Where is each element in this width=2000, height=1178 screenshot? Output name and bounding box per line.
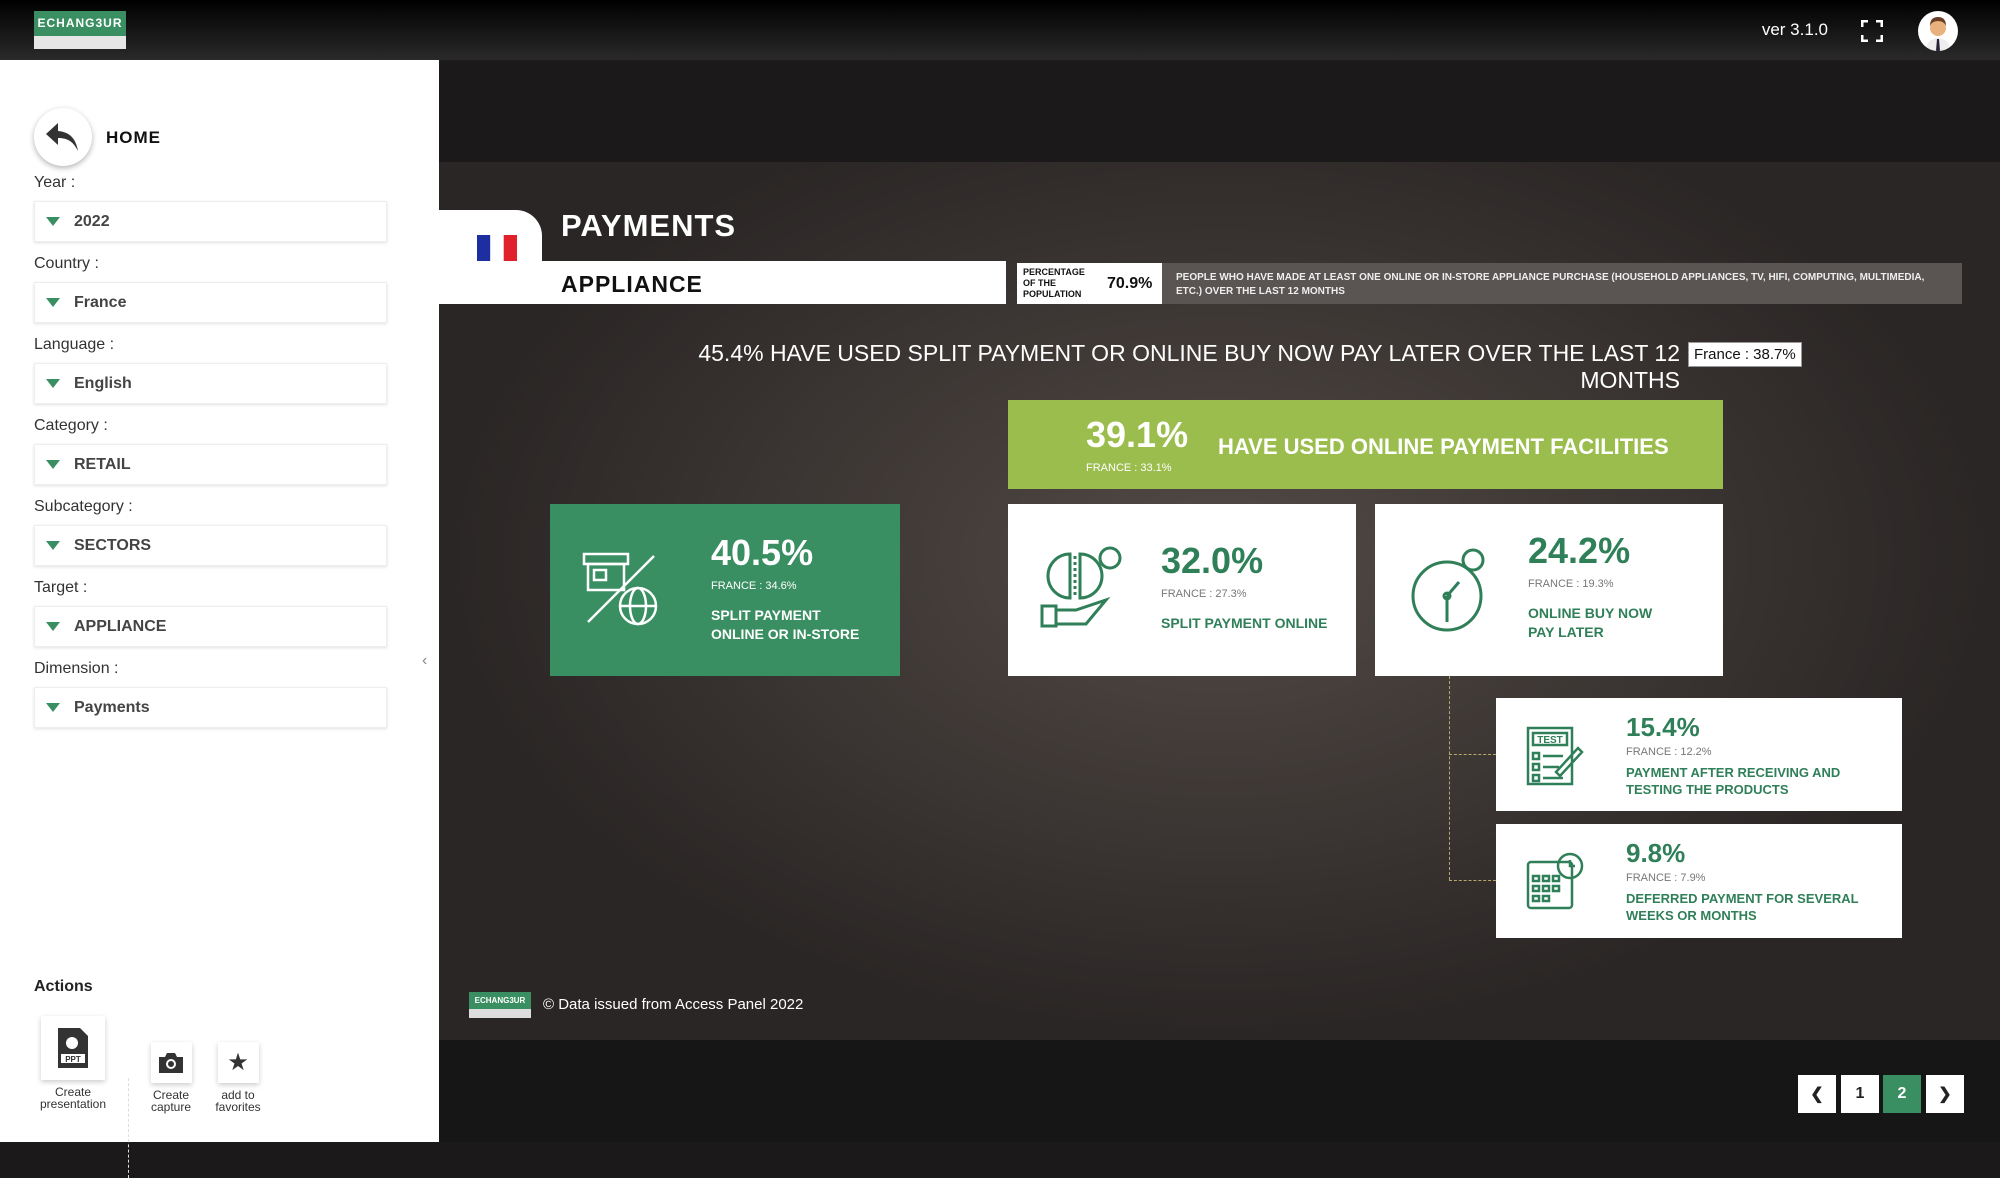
metric-card: 32.0% FRANCE : 27.3% SPLIT PAYMENT ONLINE	[1008, 504, 1356, 676]
population-description: PEOPLE WHO HAVE MADE AT LEAST ONE ONLINE…	[1162, 263, 1962, 304]
collapse-sidebar-chevron-icon[interactable]: ‹	[422, 652, 428, 669]
calendar-clock-icon	[1526, 852, 1584, 910]
filter-label: Language :	[34, 336, 115, 353]
back-arrow-icon	[46, 123, 78, 151]
page-2-button[interactable]: 2	[1883, 1075, 1921, 1113]
divider	[128, 1078, 129, 1178]
ppt-icon: PPT	[41, 1016, 105, 1080]
footer-source: © Data issued from Access Panel 2022	[543, 996, 804, 1013]
prev-page-button[interactable]: ❮	[1798, 1075, 1836, 1113]
top-bar: ECHANG3UR ver 3.1.0	[0, 0, 2000, 60]
slide-title: PAYMENTS	[561, 208, 737, 243]
next-page-button[interactable]: ❯	[1926, 1075, 1964, 1113]
connector-line	[1449, 880, 1496, 881]
filter-label: Target :	[34, 579, 88, 596]
star-icon: ★	[217, 1042, 259, 1083]
svg-text:PPT: PPT	[65, 1055, 81, 1064]
actions-title: Actions	[34, 978, 93, 995]
avatar[interactable]	[1918, 11, 1958, 51]
dropdown-triangle-icon	[46, 622, 60, 631]
logo: ECHANG3UR	[34, 11, 126, 49]
metric-card: TEST 15.4% FRANCE : 12.2% PAYMENT AFTER RE…	[1496, 698, 1902, 811]
france-flag-icon	[477, 235, 517, 261]
headline: 45.4% HAVE USED SPLIT PAYMENT OR ONLINE …	[698, 340, 1680, 393]
dropdown-triangle-icon	[46, 460, 60, 469]
dropdown-triangle-icon	[46, 541, 60, 550]
page-1-button[interactable]: 1	[1841, 1075, 1879, 1113]
headline-france-badge: France : 38.7%	[1688, 342, 1802, 367]
home-label: HOME	[106, 128, 161, 147]
filter-select[interactable]: RETAIL	[34, 444, 387, 485]
filter-select[interactable]: SECTORS	[34, 525, 387, 566]
create-presentation-button[interactable]: PPT Create presentation	[30, 1016, 116, 1110]
home-back-button[interactable]	[34, 108, 92, 166]
filter-label: Year :	[34, 174, 76, 191]
camera-icon	[150, 1042, 192, 1083]
filter-select[interactable]: France	[34, 282, 387, 323]
dropdown-triangle-icon	[46, 298, 60, 307]
connector-line	[1449, 754, 1496, 755]
filter-select[interactable]: English	[34, 363, 387, 404]
filter-select[interactable]: 2022	[34, 201, 387, 242]
dropdown-triangle-icon	[46, 379, 60, 388]
filter-label: Subcategory :	[34, 498, 133, 515]
dropdown-triangle-icon	[46, 703, 60, 712]
svg-text:TEST: TEST	[1537, 735, 1563, 746]
filter-select[interactable]: APPLIANCE	[34, 606, 387, 647]
metric-card: 9.8% FRANCE : 7.9% DEFERRED PAYMENT FOR SE…	[1496, 824, 1902, 938]
population-box: PERCENTAGE OF THE POPULATION 70.9%	[1017, 263, 1162, 304]
filter-select[interactable]: Payments	[34, 687, 387, 728]
filter-label: Category :	[34, 417, 108, 434]
flag-tab	[439, 210, 542, 304]
fullscreen-icon[interactable]	[1861, 20, 1883, 42]
create-capture-button[interactable]: Create capture	[140, 1042, 202, 1113]
hand-money-icon	[1040, 546, 1122, 628]
filter-label: Dimension :	[34, 660, 119, 677]
connector-line	[1449, 676, 1497, 880]
target-label: APPLIANCE	[542, 261, 1006, 304]
online-facilities-banner: 39.1% FRANCE : 33.1% HAVE USED ONLINE PA…	[1008, 400, 1723, 489]
test-checklist-icon: TEST	[1526, 726, 1584, 786]
add-favorites-button[interactable]: ★ add to favorites	[207, 1042, 269, 1113]
split-card: 40.5% FRANCE : 34.6% SPLIT PAYMENT ONLIN…	[550, 504, 900, 676]
sidebar: HOME Year : 2022 Country : France Language…	[0, 60, 439, 1178]
version-label: ver 3.1.0	[1761, 20, 1828, 39]
footer-logo: ECHANG3UR	[469, 992, 531, 1018]
dropdown-triangle-icon	[46, 217, 60, 226]
metric-card: 24.2% FRANCE : 19.3% ONLINE BUY NOW PAY LA…	[1375, 504, 1723, 676]
store-globe-icon	[582, 552, 658, 626]
clock-globe-icon	[1411, 548, 1485, 632]
filter-label: Country :	[34, 255, 99, 272]
bottom-bar	[439, 1040, 2000, 1142]
